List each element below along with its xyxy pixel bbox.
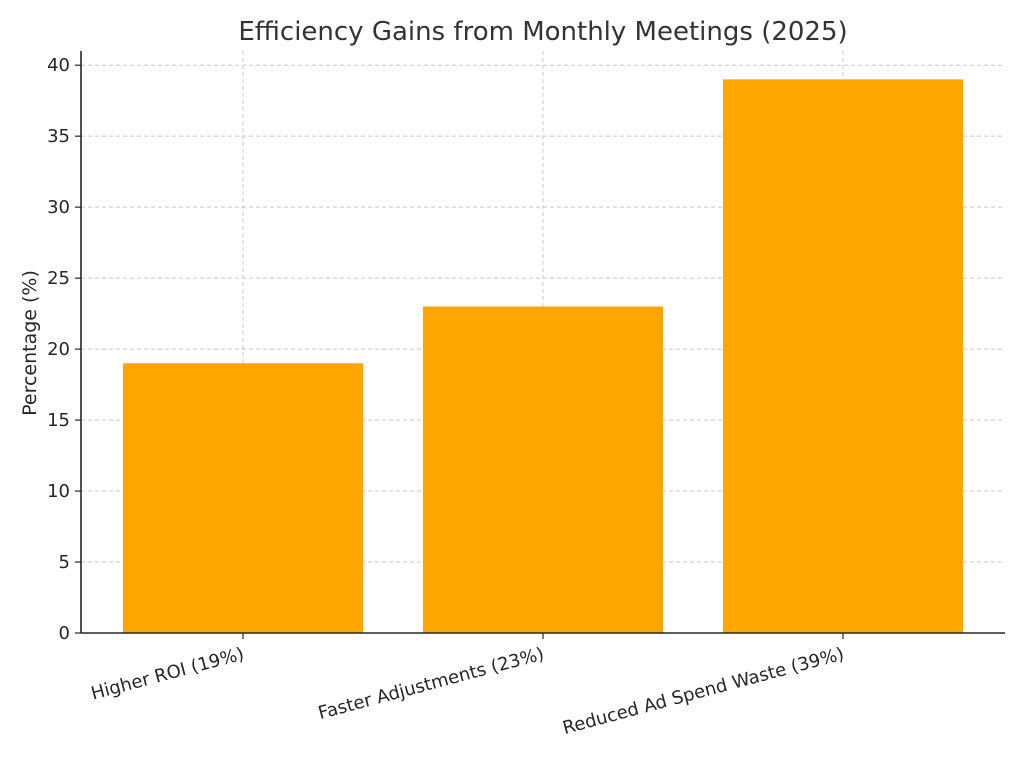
y-axis-label: Percentage (%) xyxy=(19,270,41,416)
y-tick-label: 40 xyxy=(47,55,70,76)
bar xyxy=(123,363,363,633)
x-tick-label: Higher ROI (19%) xyxy=(89,644,246,705)
x-ticks: Higher ROI (19%) Faster Adjustments (23%)… xyxy=(89,633,846,739)
y-tick-label: 25 xyxy=(47,268,70,289)
y-tick-label: 5 xyxy=(59,552,70,573)
bar xyxy=(423,306,663,633)
y-tick-label: 0 xyxy=(59,623,70,644)
x-tick-label: Reduced Ad Spend Waste (39%) xyxy=(560,644,846,739)
y-tick-label: 15 xyxy=(47,410,70,431)
bar xyxy=(723,79,963,633)
y-tick-label: 20 xyxy=(47,339,70,360)
x-tick-label: Faster Adjustments (23%) xyxy=(316,644,546,725)
chart-title: Efficiency Gains from Monthly Meetings (… xyxy=(238,17,847,47)
y-tick-label: 30 xyxy=(47,197,70,218)
bars xyxy=(123,79,963,633)
y-tick-label: 10 xyxy=(47,481,70,502)
y-tick-label: 35 xyxy=(47,126,70,147)
y-ticks: 0 5 10 15 20 25 30 35 40 xyxy=(47,55,81,644)
